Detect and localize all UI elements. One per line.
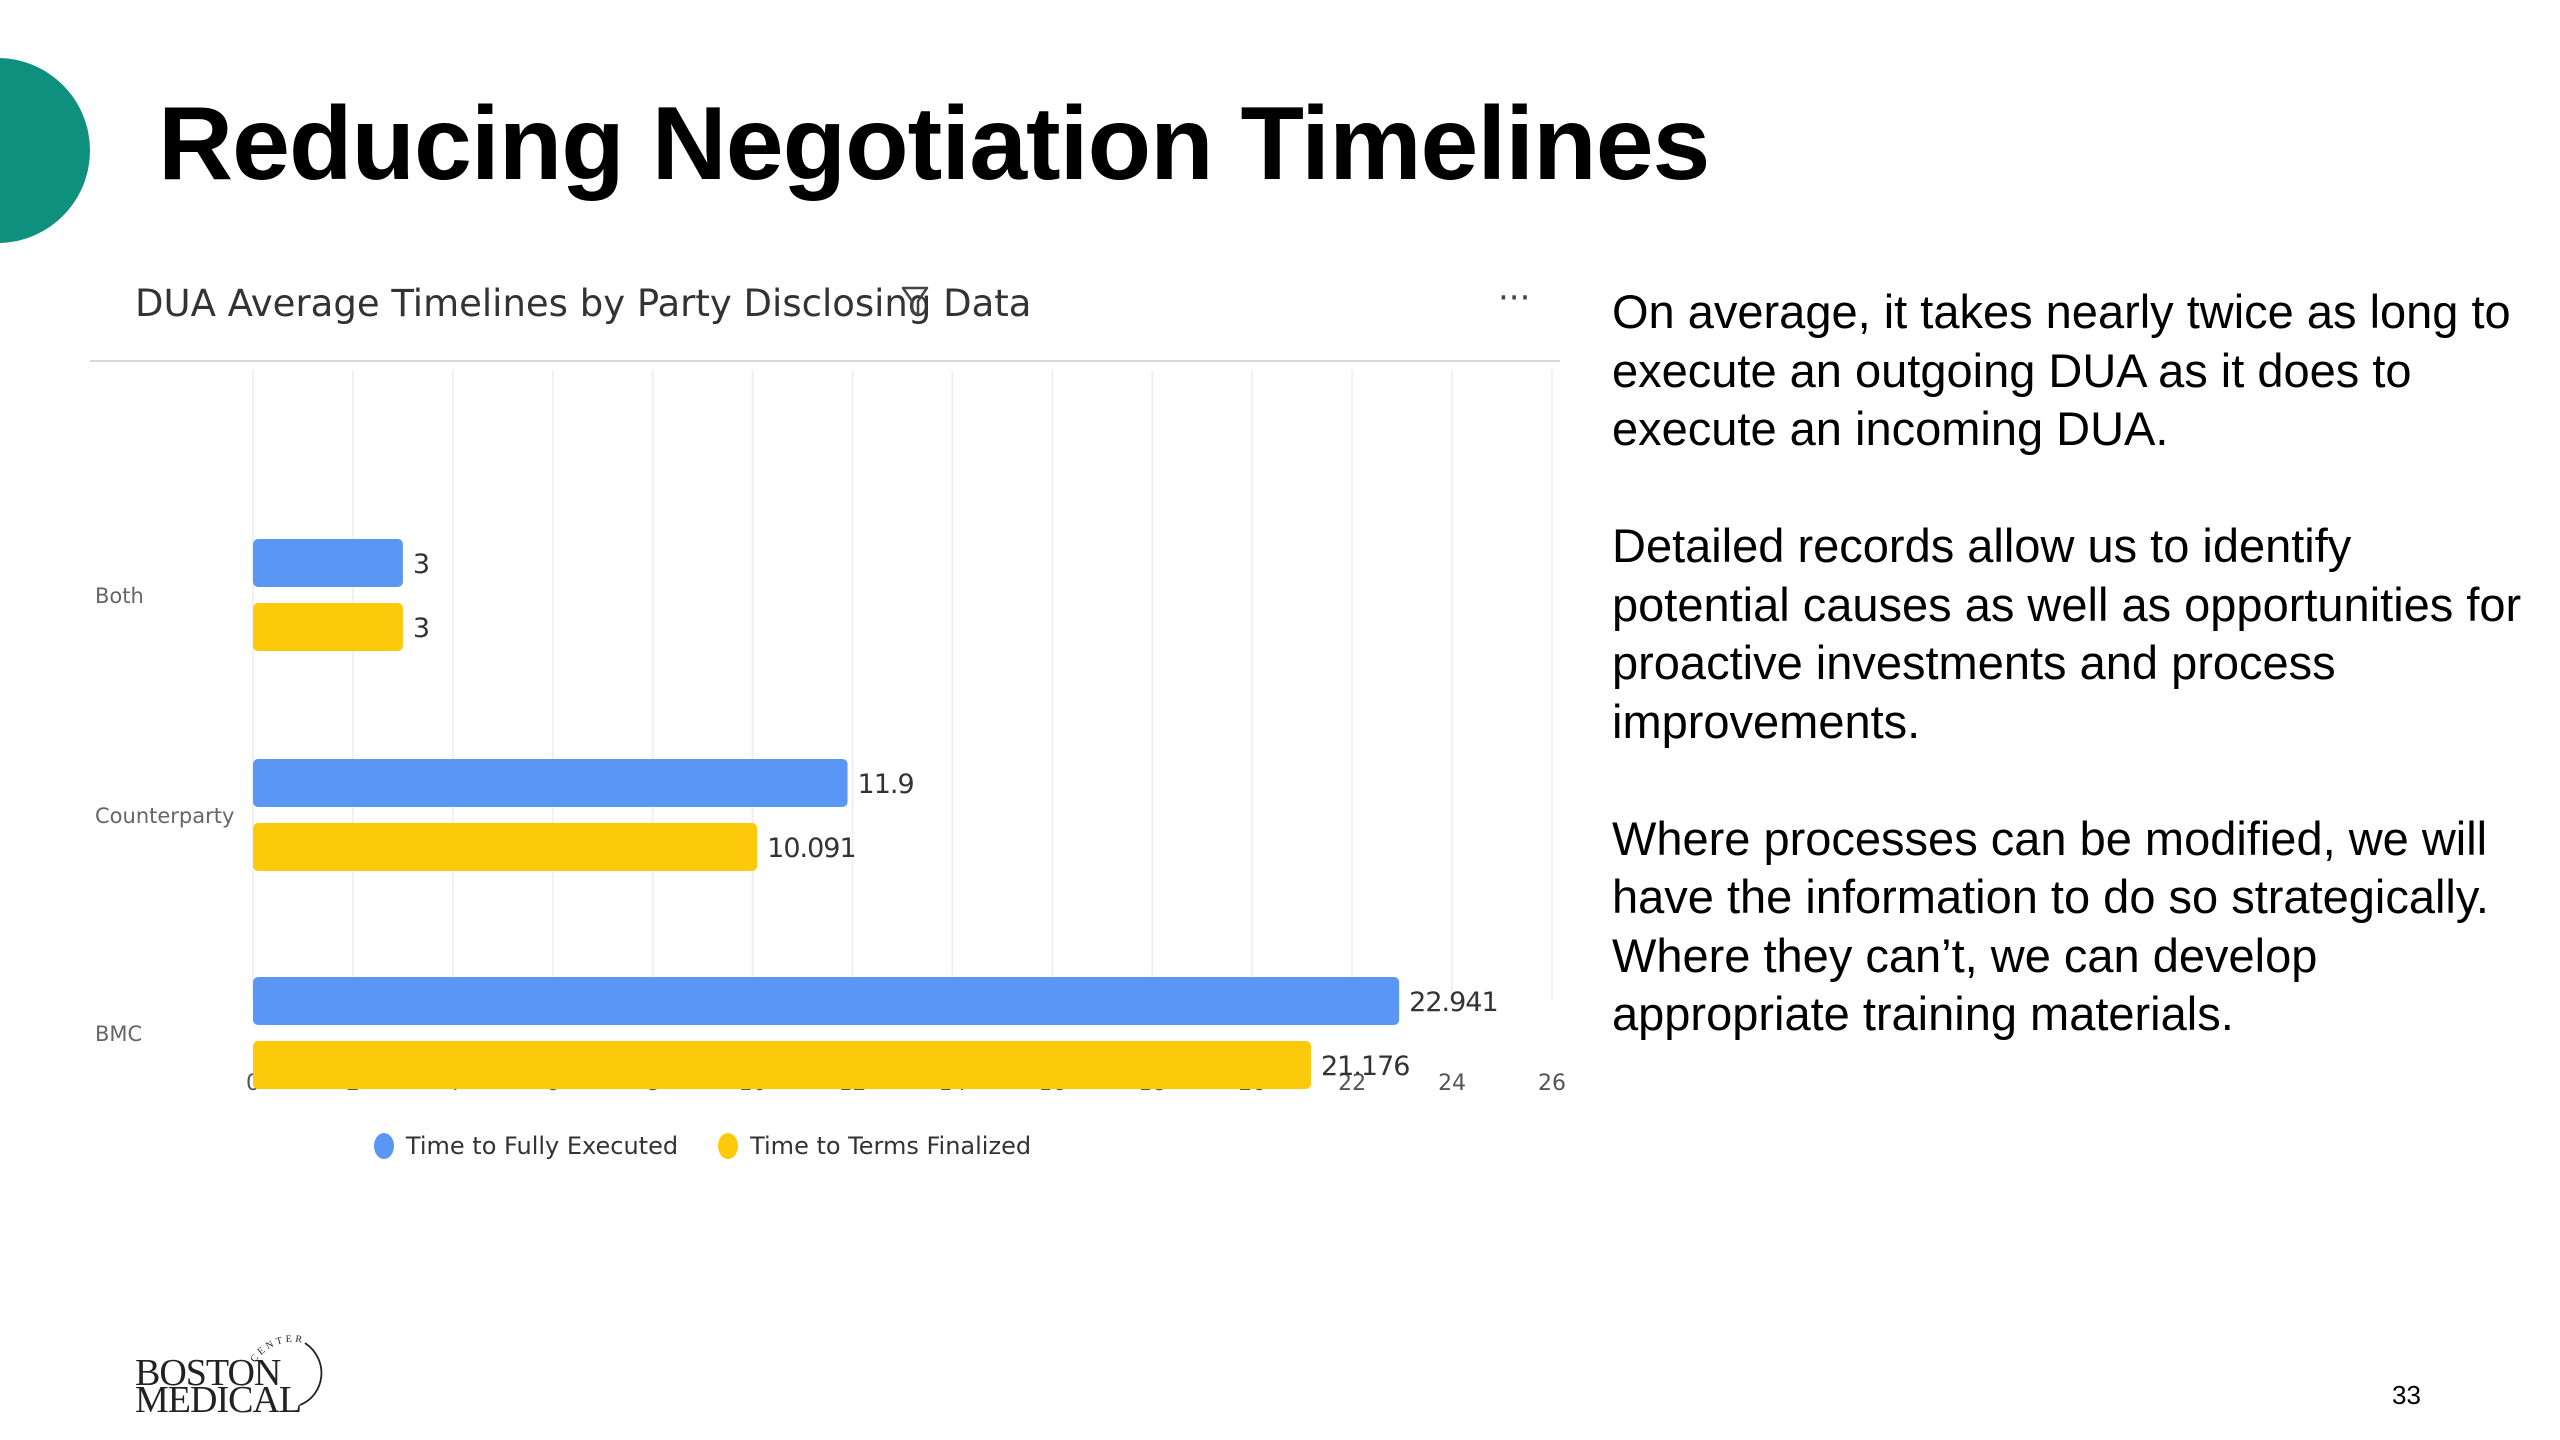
- bar: [253, 1041, 1311, 1089]
- body-paragraph: Detailed records allow us to identify po…: [1612, 519, 2522, 748]
- chart-legend: Time to Fully Executed Time to Terms Fina…: [90, 1132, 1565, 1160]
- data-label: 22.941: [1409, 987, 1497, 1018]
- body-paragraph: On average, it takes nearly twice as lon…: [1612, 285, 2511, 455]
- x-tick-label: 24: [1438, 1071, 1466, 1096]
- bar: [253, 603, 403, 651]
- body-text: On average, it takes nearly twice as lon…: [1612, 283, 2532, 1102]
- body-paragraph: Where processes can be modified, we will…: [1612, 811, 2489, 1041]
- filter-icon[interactable]: [900, 284, 930, 320]
- legend-label: Time to Fully Executed: [405, 1132, 679, 1160]
- chart-divider: [90, 360, 1560, 362]
- boston-medical-center-logo: CENTER BOSTON MEDICAL: [135, 1334, 323, 1415]
- bar: [253, 759, 848, 807]
- bar: [253, 977, 1400, 1025]
- x-tick-label: 26: [1538, 1071, 1565, 1096]
- legend-swatch: [718, 1133, 739, 1159]
- y-category-label: Both: [95, 584, 144, 608]
- bar: [253, 823, 758, 871]
- chart-panel: DUA Average Timelines by Party Disclosin…: [90, 270, 1565, 1190]
- slide-title: Reducing Negotiation Timelines: [158, 86, 1710, 202]
- y-category-label: Counterparty: [95, 804, 234, 828]
- legend-item[interactable]: Time to Terms Finalized: [718, 1132, 1031, 1160]
- data-label: 21.176: [1321, 1051, 1409, 1082]
- legend-swatch: [373, 1133, 394, 1159]
- chart-title: DUA Average Timelines by Party Disclosin…: [135, 282, 1032, 325]
- legend-item[interactable]: Time to Fully Executed: [373, 1132, 679, 1160]
- bar: [253, 539, 403, 587]
- data-label: 11.9: [858, 769, 914, 800]
- logo-line1: BOSTON: [135, 1352, 281, 1394]
- page-number: 33: [2392, 1380, 2421, 1410]
- data-label: 10.091: [767, 833, 855, 864]
- data-label: 3: [413, 613, 429, 644]
- data-label: 3: [413, 549, 429, 580]
- y-category-label: BMC: [95, 1022, 142, 1046]
- accent-circle: [0, 58, 90, 243]
- legend-label: Time to Terms Finalized: [750, 1132, 1032, 1160]
- x-tick-label: 22: [1338, 1071, 1366, 1096]
- more-options-icon[interactable]: ···: [1498, 278, 1531, 318]
- bar-chart: 02468101214161820222426Both33Counterpart…: [95, 370, 1565, 1096]
- logo-line2: MEDICAL: [135, 1379, 301, 1415]
